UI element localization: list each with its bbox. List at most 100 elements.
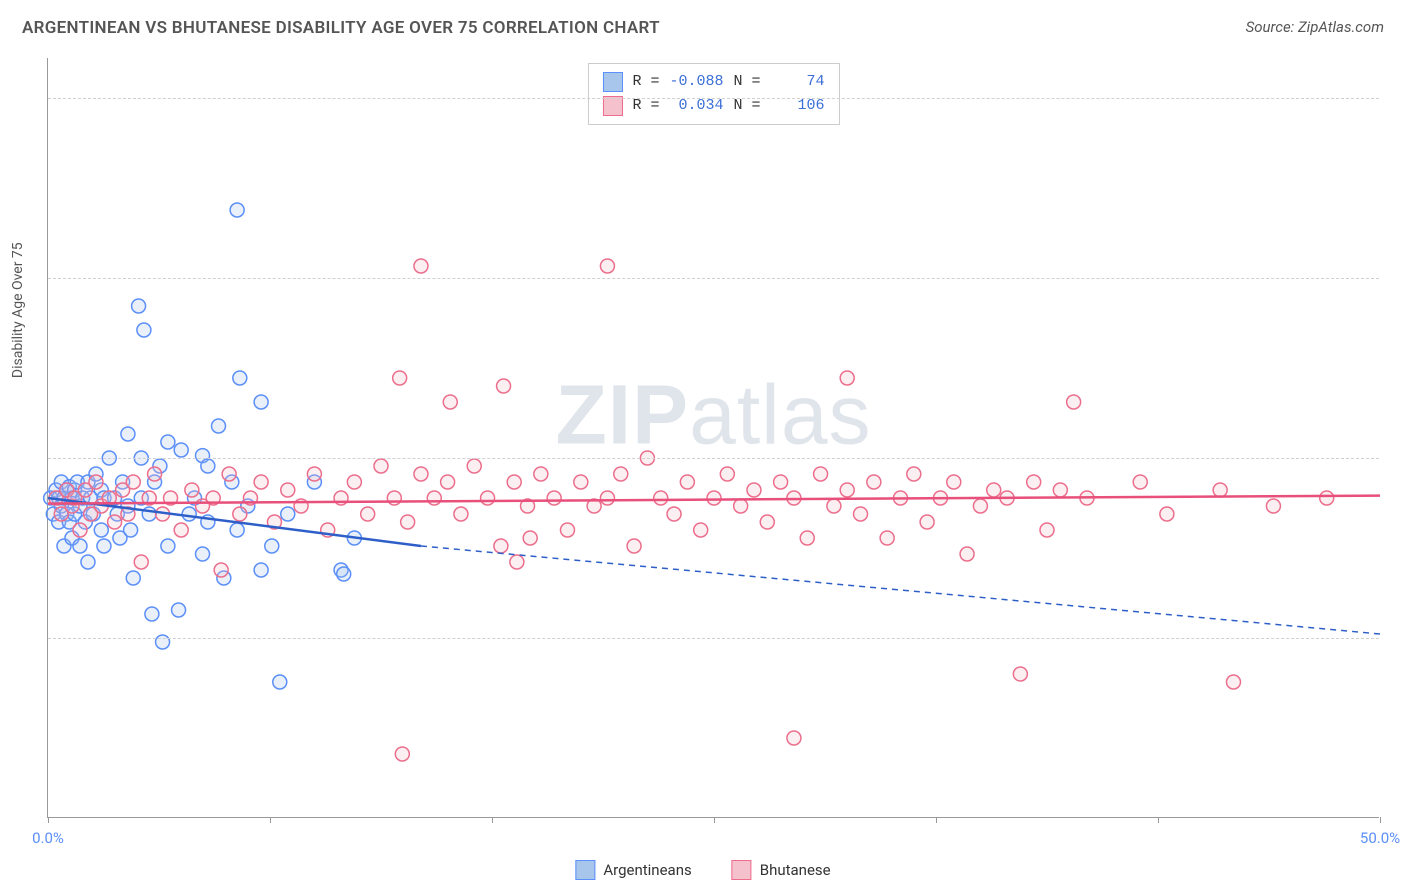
scatter-point [393,371,407,385]
scatter-point [560,523,574,537]
scatter-point [254,475,268,489]
scatter-point [614,467,628,481]
scatter-point [1226,675,1240,689]
scatter-point [182,507,196,521]
scatter-svg [48,58,1379,817]
scatter-point [720,467,734,481]
legend-item-argentineans: Argentineans [575,860,691,880]
legend-swatch-bhutanese [732,860,752,880]
x-tick-label: 0.0% [32,829,64,847]
scatter-point [747,483,761,497]
scatter-point [510,555,524,569]
scatter-point [281,483,295,497]
scatter-point [222,467,236,481]
scatter-point [507,475,521,489]
scatter-point [880,531,894,545]
scatter-point [307,467,321,481]
scatter-point [443,395,457,409]
source-credit: Source: ZipAtlas.com [1246,18,1384,36]
scatter-point [441,475,455,489]
scatter-point [174,443,188,457]
scatter-point [148,467,162,481]
scatter-point [760,515,774,529]
scatter-point [574,475,588,489]
scatter-point [694,523,708,537]
scatter-point [395,747,409,761]
scatter-point [254,563,268,577]
scatter-point [134,555,148,569]
scatter-point [920,515,934,529]
scatter-point [273,675,287,689]
scatter-point [600,259,614,273]
scatter-point [230,203,244,217]
scatter-point [73,539,87,553]
scatter-point [211,419,225,433]
chart-title: ARGENTINEAN VS BHUTANESE DISABILITY AGE … [22,18,660,38]
scatter-point [1027,475,1041,489]
scatter-point [161,539,175,553]
scatter-point [214,563,228,577]
legend-item-bhutanese: Bhutanese [732,860,831,880]
scatter-point [201,459,215,473]
y-tick-label: 100.0% [1389,89,1406,107]
scatter-point [787,731,801,745]
scatter-point [94,523,108,537]
scatter-point [867,475,881,489]
scatter-point [337,567,351,581]
y-tick-label: 32.5% [1389,629,1406,647]
series-legend: Argentineans Bhutanese [575,860,830,880]
scatter-point [494,539,508,553]
legend-swatch-argentineans [575,860,595,880]
scatter-point [1213,483,1227,497]
scatter-point [414,467,428,481]
scatter-point [137,323,151,337]
swatch-argentineans [602,72,622,92]
scatter-point [121,427,135,441]
scatter-point [840,483,854,497]
stats-row-argentineans: R = -0.088 N = 74 [602,70,824,94]
scatter-point [987,483,1001,497]
scatter-point [361,507,375,521]
scatter-point [233,371,247,385]
scatter-point [427,491,441,505]
scatter-point [347,475,361,489]
scatter-point [627,539,641,553]
scatter-point [124,523,138,537]
scatter-point [374,459,388,473]
scatter-point [800,531,814,545]
y-axis-label: Disability Age Over 75 [10,242,26,378]
scatter-point [230,523,244,537]
scatter-point [414,259,428,273]
y-tick-label: 55.0% [1389,449,1406,467]
scatter-point [707,491,721,505]
scatter-point [774,475,788,489]
scatter-point [108,515,122,529]
chart-plot-area: Disability Age Over 75 ZIPatlas R = -0.0… [47,58,1379,818]
scatter-point [281,507,295,521]
scatter-point [265,539,279,553]
scatter-point [126,475,140,489]
scatter-point [1040,523,1054,537]
scatter-point [126,571,140,585]
scatter-point [1053,483,1067,497]
scatter-point [1320,491,1334,505]
scatter-point [89,475,103,489]
scatter-point [854,507,868,521]
scatter-point [814,467,828,481]
scatter-point [185,483,199,497]
scatter-point [973,499,987,513]
scatter-point [481,491,495,505]
y-tick-label: 77.5% [1389,269,1406,287]
scatter-point [1067,395,1081,409]
scatter-point [1133,475,1147,489]
scatter-point [254,395,268,409]
scatter-point [734,499,748,513]
scatter-point [142,507,156,521]
scatter-point [547,491,561,505]
scatter-point [600,491,614,505]
scatter-point [1266,499,1280,513]
scatter-point [960,547,974,561]
scatter-point [174,523,188,537]
legend-label: Argentineans [603,861,691,879]
scatter-point [654,491,668,505]
